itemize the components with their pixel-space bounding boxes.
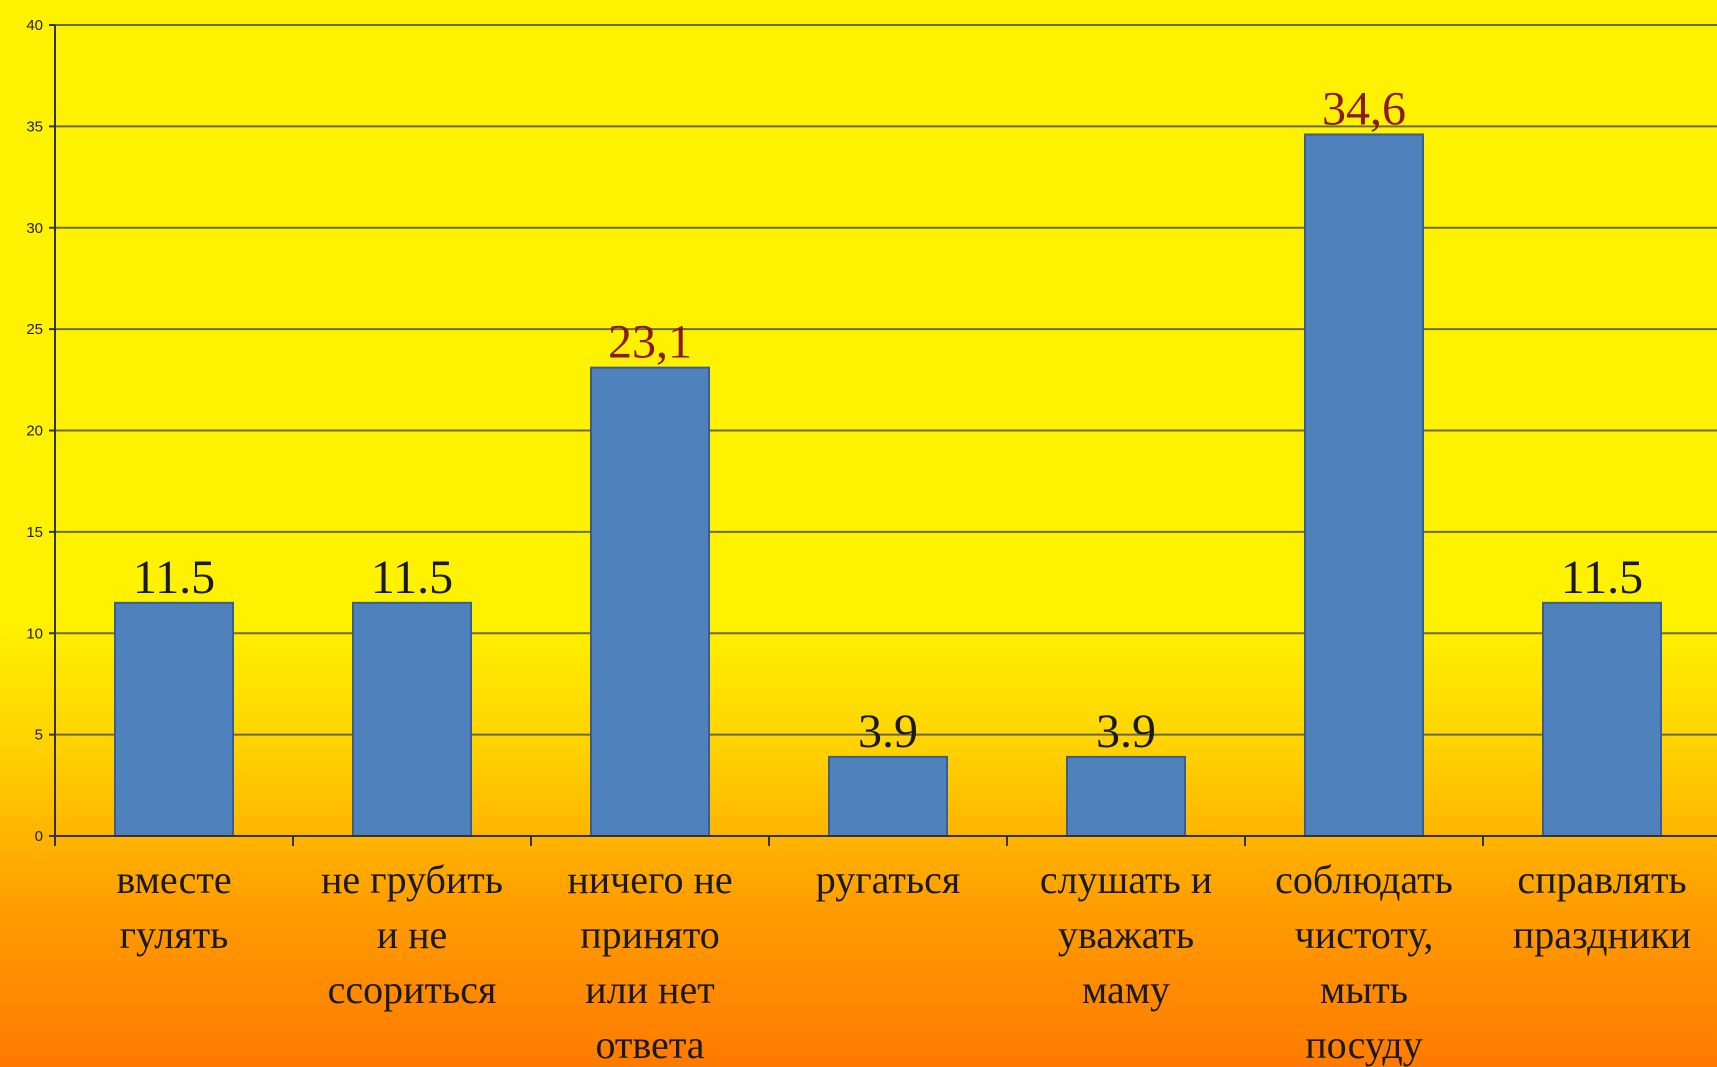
bar [590,366,710,837]
x-tick-label: уважать [1058,912,1194,957]
y-tick-label: 20 [26,423,43,440]
bar [1304,133,1424,838]
y-tick-label: 15 [26,524,43,541]
x-tick-label: вместе [116,857,231,902]
axes [54,25,1717,846]
x-tick-label: ругаться [816,857,960,902]
data-label: 3.9 [858,705,918,758]
y-tick-label: 10 [26,625,43,642]
y-axis-ticks: 0 5 10 15 20 25 30 35 40 [26,17,55,845]
x-tick-label: посуду [1305,1022,1422,1067]
x-tick-label: ссориться [328,967,497,1012]
data-label: 3.9 [1096,705,1156,758]
data-label: 23,1 [608,316,692,369]
x-tick-label: или нет [585,967,714,1012]
x-tick-label: маму [1082,967,1170,1012]
x-tick-label: ответа [595,1022,704,1067]
x-tick-label: принято [580,912,720,957]
data-labels: 11.5 11.5 23,1 3.9 3.9 34,6 11.5 [133,82,1643,757]
y-tick-label: 40 [26,17,43,34]
y-tick-label: 35 [26,118,43,135]
x-tick-label: справлять [1517,857,1686,902]
data-label: 11.5 [371,551,453,604]
x-tick-label: праздники [1513,912,1691,957]
data-label: 11.5 [1561,551,1643,604]
bars [114,133,1662,838]
y-tick-label: 0 [35,828,43,845]
x-tick-label: гулять [120,912,229,957]
y-tick-label: 30 [26,220,43,237]
y-tick-label: 5 [35,727,43,744]
bar [1066,755,1186,837]
data-label: 11.5 [133,551,215,604]
x-tick-label: чистоту, [1295,912,1434,957]
x-tick-label: соблюдать [1275,857,1453,902]
x-tick-label: мыть [1320,967,1408,1012]
gridlines [55,24,1717,736]
y-tick-label: 25 [26,321,43,338]
data-label: 34,6 [1322,82,1406,135]
bar [114,601,234,838]
bar [828,755,948,837]
x-tick-label: слушать и [1040,857,1212,902]
x-axis-category-labels: вместе гулять не грубить и не ссориться ничег… [116,857,1691,1067]
x-tick-label: ничего не [567,857,732,902]
bar [1542,601,1662,838]
x-tick-label: и не [377,912,448,957]
x-tick-label: не грубить [321,857,503,902]
bar [352,601,472,838]
